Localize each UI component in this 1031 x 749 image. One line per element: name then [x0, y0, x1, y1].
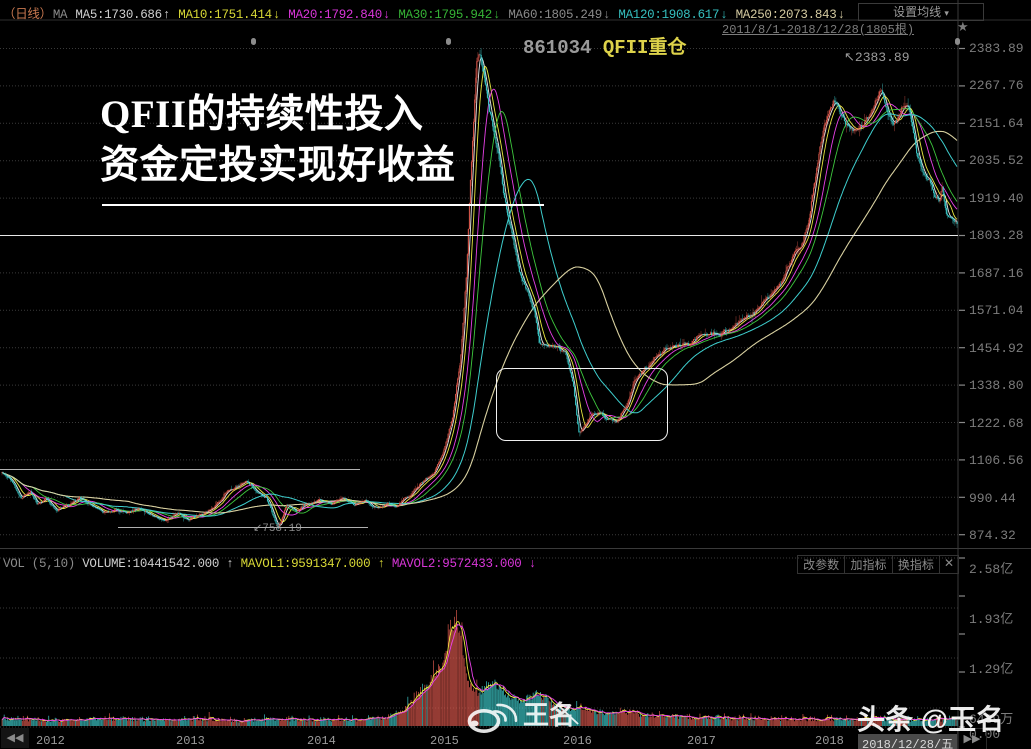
svg-text:王名: 王名: [523, 700, 575, 732]
